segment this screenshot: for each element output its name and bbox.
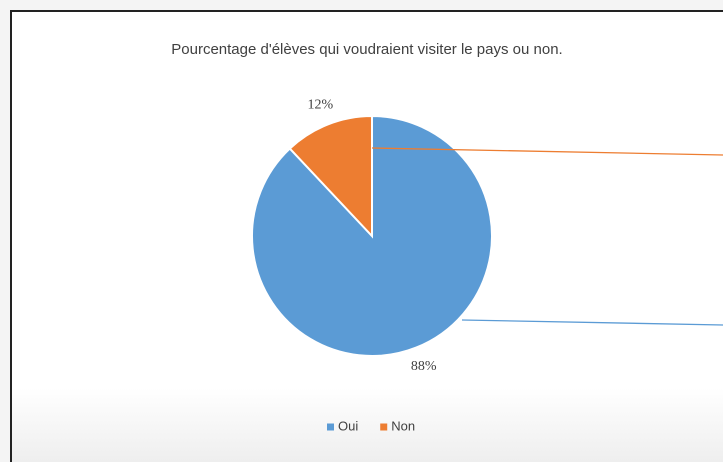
leader-line [371,147,723,156]
legend: Oui Non [327,418,415,433]
legend-swatch [327,423,334,431]
pie [251,114,493,357]
data-label: 12% [307,98,333,113]
legend-label: Non [391,418,415,433]
data-label: 88% [411,359,437,374]
pie-slice [288,114,373,239]
pie-slice [251,114,493,357]
legend-swatch [380,423,388,431]
legend-label: Oui [338,418,358,433]
chart-title: Pourcentage d'élèves qui voudraient visi… [171,41,562,58]
leader-line [461,319,723,326]
